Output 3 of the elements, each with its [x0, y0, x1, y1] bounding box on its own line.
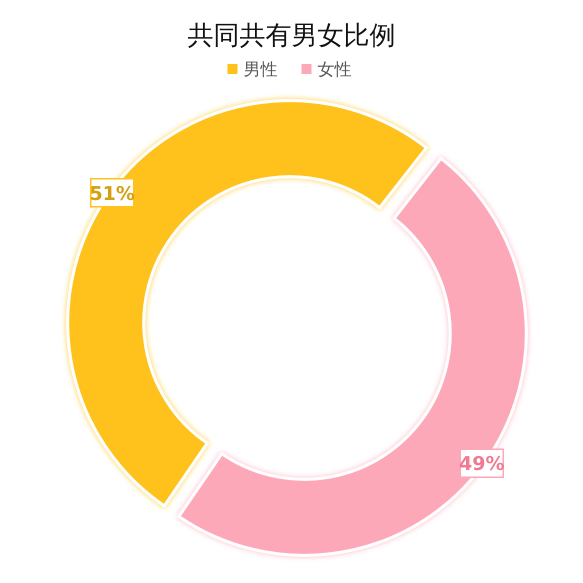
chart-title: 共同共有男女比例: [188, 21, 396, 51]
legend-label: 男性: [244, 60, 278, 80]
legend-label: 女性: [318, 60, 352, 80]
